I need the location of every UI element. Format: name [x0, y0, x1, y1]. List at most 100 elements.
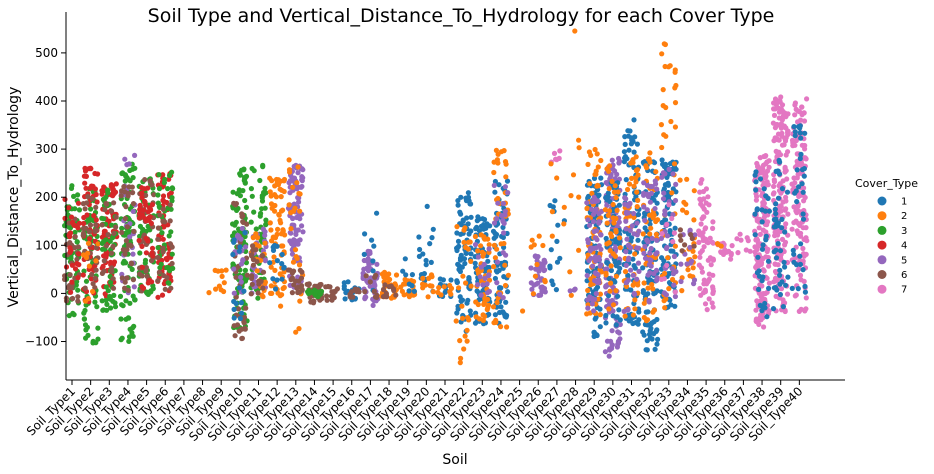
data-point — [111, 200, 117, 206]
data-point — [607, 288, 613, 294]
data-point — [587, 248, 593, 254]
data-point — [783, 221, 789, 227]
data-point — [411, 288, 417, 294]
data-point — [306, 281, 312, 287]
data-point — [647, 212, 653, 218]
data-point — [93, 245, 99, 251]
data-point — [634, 276, 640, 282]
data-point — [269, 238, 275, 244]
data-point — [630, 160, 636, 166]
data-point — [70, 295, 76, 302]
data-point — [491, 159, 497, 165]
data-point — [779, 225, 785, 231]
data-point — [672, 100, 679, 106]
data-point — [111, 230, 117, 236]
data-point — [423, 262, 429, 268]
data-point — [236, 328, 242, 334]
data-point — [240, 219, 246, 225]
data-point — [610, 215, 616, 221]
data-point — [794, 162, 800, 168]
data-point — [598, 262, 604, 268]
data-point — [464, 215, 470, 221]
data-point — [99, 215, 105, 221]
data-point — [124, 162, 130, 168]
data-point — [500, 234, 506, 240]
data-point — [612, 245, 618, 251]
data-point — [233, 300, 239, 307]
data-point — [272, 242, 278, 249]
data-point — [82, 180, 88, 186]
data-point — [520, 308, 526, 314]
legend-marker — [877, 225, 887, 235]
data-point — [670, 239, 676, 245]
data-point — [584, 272, 590, 279]
data-point — [498, 285, 504, 291]
data-point — [479, 249, 485, 255]
data-point — [461, 256, 468, 262]
legend-label: 3 — [901, 226, 907, 237]
data-point — [791, 175, 797, 181]
data-point — [668, 118, 674, 125]
data-point — [777, 272, 783, 278]
data-point — [623, 218, 629, 224]
data-point — [68, 214, 75, 220]
data-point — [659, 255, 665, 261]
data-point — [165, 186, 171, 192]
data-point — [773, 255, 780, 261]
data-point — [500, 224, 506, 230]
data-point — [93, 204, 99, 210]
data-point — [485, 236, 491, 242]
data-point — [273, 194, 279, 200]
data-point — [610, 201, 616, 208]
data-point — [606, 353, 612, 359]
data-point — [757, 231, 764, 237]
data-point — [472, 320, 479, 326]
data-point — [458, 231, 464, 237]
data-point — [660, 87, 666, 93]
data-point — [547, 263, 553, 269]
data-point — [772, 206, 778, 212]
data-point — [696, 228, 702, 234]
data-point — [143, 268, 149, 274]
data-point — [631, 210, 637, 217]
data-points — [62, 28, 810, 366]
data-point — [493, 268, 499, 274]
data-point — [617, 245, 623, 251]
data-point — [760, 162, 767, 168]
data-point — [230, 251, 236, 258]
data-point — [255, 295, 261, 301]
data-point — [86, 229, 92, 235]
data-point — [127, 242, 133, 248]
data-point — [248, 291, 254, 297]
data-point — [594, 228, 600, 234]
data-point — [95, 325, 101, 331]
data-point — [605, 293, 612, 299]
data-point — [103, 194, 109, 200]
data-point — [259, 252, 265, 259]
data-point — [661, 276, 667, 282]
data-point — [505, 289, 511, 295]
data-point — [491, 220, 498, 226]
data-point — [652, 206, 658, 212]
data-point — [697, 254, 703, 260]
data-point — [472, 233, 478, 240]
data-point — [285, 267, 291, 273]
data-point — [752, 232, 758, 238]
data-point — [692, 254, 698, 260]
data-point — [628, 141, 635, 147]
data-point — [791, 204, 797, 210]
data-point — [167, 268, 173, 274]
data-point — [540, 242, 546, 249]
data-point — [627, 227, 633, 233]
data-point — [272, 267, 278, 273]
data-point — [110, 183, 116, 189]
data-point — [747, 248, 753, 254]
data-point — [492, 178, 498, 185]
data-point — [704, 307, 710, 313]
data-point — [591, 333, 597, 339]
data-point — [428, 273, 434, 279]
data-point — [632, 297, 638, 303]
data-point — [757, 302, 763, 308]
data-point — [277, 186, 283, 192]
data-point — [673, 181, 679, 187]
